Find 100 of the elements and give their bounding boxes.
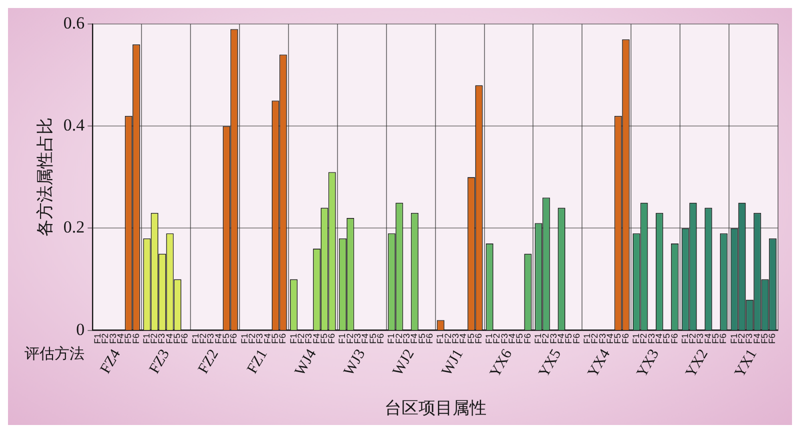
y-tick-label: 0 <box>76 320 85 339</box>
text: F3 <box>744 333 754 344</box>
text: F6 <box>180 333 190 344</box>
text: F3 <box>450 333 460 344</box>
text: F2 <box>198 333 208 344</box>
x-tick-label: FZ4 <box>98 346 124 376</box>
y-tick-label: 0.6 <box>63 13 85 32</box>
text: F5 <box>368 333 378 344</box>
text: F1 <box>190 333 200 344</box>
text: F1 <box>239 333 250 344</box>
text: F6 <box>130 333 141 344</box>
text: F1 <box>92 333 102 344</box>
text: F6 <box>424 333 435 344</box>
text: F4 <box>458 333 468 344</box>
x-tick-label: FZ1 <box>244 346 271 376</box>
text: F5 <box>662 333 672 344</box>
text: F3 <box>597 333 608 344</box>
text: F2 <box>100 333 110 344</box>
text: F1 <box>435 333 446 344</box>
text: F1 <box>630 333 641 344</box>
text: F2 <box>492 333 502 344</box>
x-tick-label: WJ1 <box>439 346 467 379</box>
y-tick-label: 0.4 <box>63 116 86 135</box>
text: F3 <box>108 333 118 344</box>
text: F3 <box>402 333 412 344</box>
text: F2 <box>394 333 404 344</box>
text: F2 <box>638 333 649 344</box>
text: F6 <box>522 333 532 344</box>
text: F2 <box>344 333 355 344</box>
text: F5 <box>710 333 721 344</box>
text: F5 <box>221 333 232 344</box>
text: F3 <box>156 333 167 344</box>
text: F4 <box>604 333 615 344</box>
text: F4 <box>556 333 566 344</box>
text: F1 <box>288 333 298 344</box>
text: F1 <box>582 333 592 344</box>
x-tick-label: FZ2 <box>196 346 222 376</box>
text: F2 <box>149 333 160 344</box>
text: F4 <box>360 333 370 344</box>
text: F1 <box>484 333 494 344</box>
y-tick-label: 0.2 <box>63 218 85 237</box>
text: F2 <box>246 333 257 344</box>
text: F3 <box>254 333 265 344</box>
text: F6 <box>767 333 778 344</box>
text: F4 <box>115 333 126 344</box>
text: F2 <box>540 333 551 344</box>
text: F5 <box>760 333 770 344</box>
text: F6 <box>473 333 484 344</box>
text: F2 <box>688 333 698 344</box>
text: F1 <box>386 333 396 344</box>
text: F6 <box>278 333 288 344</box>
text: F5 <box>318 333 329 344</box>
text: F2 <box>442 333 453 344</box>
text: F1 <box>141 333 152 344</box>
text: F3 <box>304 333 314 344</box>
text: F3 <box>548 333 558 344</box>
text: F5 <box>270 333 280 344</box>
text: F3 <box>499 333 510 344</box>
text: F6 <box>669 333 680 344</box>
text: F5 <box>612 333 623 344</box>
x-tick-label: YX1 <box>732 346 760 380</box>
x-tick-label: WJ4 <box>292 346 320 379</box>
text: F5 <box>466 333 476 344</box>
text: F1 <box>533 333 544 344</box>
y-axis-title: 各方法属性占比 <box>36 118 55 237</box>
text: F4 <box>164 333 174 344</box>
text: F3 <box>646 333 656 344</box>
text: F4 <box>507 333 518 344</box>
text: F3 <box>206 333 216 344</box>
text: F5 <box>564 333 574 344</box>
text: F4 <box>702 333 713 344</box>
text: F1 <box>680 333 690 344</box>
text: F2 <box>296 333 306 344</box>
text: F5 <box>172 333 182 344</box>
text: F6 <box>620 333 630 344</box>
text: F3 <box>352 333 363 344</box>
text: F5 <box>514 333 525 344</box>
x-tick-label: WJ2 <box>390 346 418 379</box>
text: F1 <box>728 333 739 344</box>
text: F4 <box>213 333 224 344</box>
text: F6 <box>376 333 386 344</box>
text: F6 <box>228 333 239 344</box>
text: F4 <box>311 333 322 344</box>
text: F4 <box>654 333 664 344</box>
legend-title: 评估方法 <box>24 345 85 362</box>
text: F4 <box>752 333 762 344</box>
text: F6 <box>718 333 728 344</box>
text: F1 <box>337 333 348 344</box>
x-tick-label: WJ3 <box>341 346 369 379</box>
text: F6 <box>571 333 582 344</box>
x-tick-label: FZ3 <box>146 346 173 376</box>
text: F6 <box>326 333 337 344</box>
text: F5 <box>123 333 134 344</box>
text: F2 <box>590 333 600 344</box>
text: F4 <box>409 333 420 344</box>
text: F5 <box>416 333 427 344</box>
text: F4 <box>262 333 272 344</box>
x-axis-title: 台区项目属性 <box>384 398 486 418</box>
text: F2 <box>736 333 747 344</box>
text: F3 <box>695 333 706 344</box>
